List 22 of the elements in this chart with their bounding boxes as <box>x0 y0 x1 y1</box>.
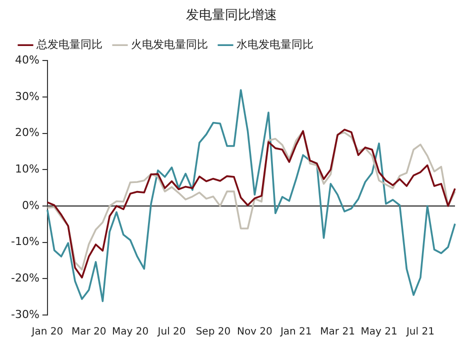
x-tick-label: Jul 21 <box>405 326 434 338</box>
y-tick-label: 40% <box>14 53 40 66</box>
x-tick-label: May 21 <box>360 326 398 338</box>
y-tick-label: -30% <box>10 308 40 321</box>
x-tick-label: Jul 20 <box>156 326 186 338</box>
x-tick-label: Mar 21 <box>320 326 355 338</box>
x-tick-label: Jan 20 <box>30 326 64 338</box>
x-tick-label: Nov 20 <box>236 326 272 338</box>
chart-title: 发电量同比增速 <box>186 8 277 24</box>
legend-label: 总发电量同比 <box>36 38 102 51</box>
y-tick-label: -20% <box>10 272 40 285</box>
legend-label: 水电发电量同比 <box>236 38 314 51</box>
x-tick-label: Jan 21 <box>279 326 312 338</box>
x-tick-label: May 20 <box>112 326 149 338</box>
y-tick-label: 30% <box>14 90 40 103</box>
x-tick-label: Sep 20 <box>196 326 231 338</box>
x-tick-label: Mar 20 <box>71 326 106 338</box>
legend-label: 火电发电量同比 <box>131 38 208 51</box>
y-tick-label: 0% <box>22 198 40 212</box>
y-tick-label: -10% <box>10 235 40 248</box>
y-tick-label: 10% <box>14 162 40 176</box>
y-tick-label: 20% <box>14 126 40 140</box>
